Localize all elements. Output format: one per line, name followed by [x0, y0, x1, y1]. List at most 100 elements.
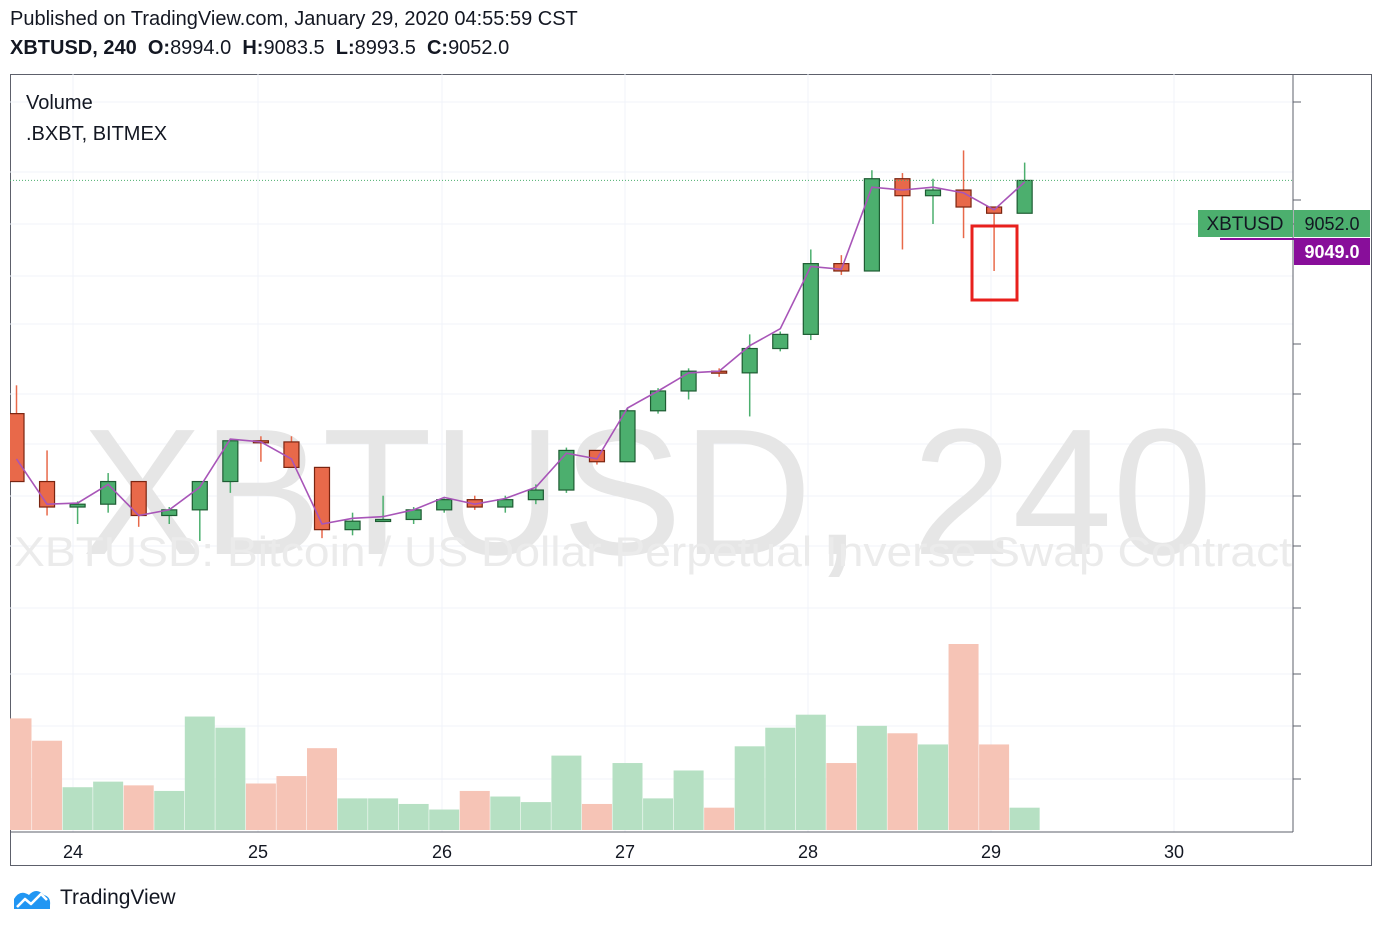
last-price-tag-text: 9052.0 — [1304, 214, 1359, 234]
volume-bar-1 — [32, 740, 63, 830]
brand-name: TradingView — [60, 886, 176, 909]
candle-10 — [313, 466, 331, 539]
candle-21 — [649, 388, 667, 414]
source-label: .BXBT, BITMEX — [26, 123, 168, 145]
ohlc-legend: XBTUSD, 240 O:8994.0 H:9083.5 L:8993.5 C… — [10, 37, 509, 60]
candle-7 — [222, 439, 239, 493]
candle-26 — [802, 249, 819, 341]
candle-body-10 — [313, 466, 331, 531]
x-tick-label-30: 30 — [1164, 842, 1184, 862]
chart-canvas[interactable]: XBTUSD, 240 XBTUSD: Bitcoin / US Dollar … — [10, 74, 1372, 866]
candle-body-9 — [283, 441, 300, 468]
candle-body-19 — [588, 449, 606, 463]
volume-bar-15 — [459, 790, 490, 830]
candle-32 — [985, 206, 1003, 271]
symbol-interval: XBTUSD, 240 — [10, 37, 137, 59]
x-tick-label-25: 25 — [248, 842, 268, 862]
volume-bar-29 — [887, 733, 918, 830]
candle-18 — [558, 447, 575, 493]
ohlc-low: L:8993.5 — [335, 37, 416, 59]
candle-body-2 — [69, 503, 86, 508]
ohlc-close: C:9052.0 — [426, 37, 510, 59]
volume-bar-7 — [215, 727, 246, 830]
tradingview-logo-icon — [14, 891, 51, 909]
volume-bar-32 — [979, 744, 1010, 830]
volume-bar-23 — [704, 807, 735, 830]
volume-bar-30 — [918, 744, 948, 830]
volume-bar-22 — [673, 770, 704, 830]
candle-body-30 — [924, 189, 942, 197]
volume-bar-0 — [10, 718, 32, 830]
volume-bar-4 — [123, 785, 154, 830]
candle-body-28 — [863, 178, 881, 272]
highlight-box — [970, 224, 1019, 302]
candle-body-16 — [497, 499, 514, 508]
x-tick-label-27: 27 — [615, 842, 635, 862]
volume-bar-6 — [184, 716, 215, 830]
candle-24 — [741, 334, 758, 417]
volume-bar-2 — [62, 787, 93, 830]
candle-body-25 — [772, 333, 789, 350]
last-price-tag: 9052.0 — [1294, 210, 1370, 237]
volume-bar-25 — [765, 727, 796, 830]
candle-body-7 — [222, 440, 239, 483]
price-axis-ticks — [1293, 101, 1301, 780]
candle-25 — [772, 331, 789, 352]
candle-body-0 — [10, 413, 25, 483]
last-price-tag-bg — [1294, 210, 1370, 237]
watermark: XBTUSD, 240 XBTUSD: Bitcoin / US Dollar … — [14, 392, 1292, 593]
symbol-tag: XBTUSD — [1198, 210, 1293, 237]
watermark-main: XBTUSD, 240 — [82, 392, 1212, 593]
candle-4 — [130, 480, 147, 527]
candle-1 — [38, 450, 56, 516]
candles — [10, 150, 1033, 541]
candle-27 — [833, 255, 850, 275]
ohlc-open: O:8994.0 — [147, 37, 232, 59]
volume-bars — [10, 644, 1040, 830]
candle-31 — [955, 150, 972, 239]
candle-23 — [711, 368, 728, 377]
x-tick-label-29: 29 — [981, 842, 1001, 862]
candle-29 — [894, 173, 911, 250]
volume-bar-10 — [307, 748, 337, 830]
volume-bar-11 — [337, 798, 368, 830]
candle-body-14 — [436, 499, 453, 511]
x-tick-label-28: 28 — [798, 842, 818, 862]
volume-label: Volume — [26, 92, 93, 114]
volume-bar-20 — [612, 763, 643, 830]
volume-bar-5 — [154, 790, 185, 830]
candle-body-17 — [527, 489, 544, 501]
candle-14 — [436, 498, 453, 513]
volume-bar-17 — [520, 802, 551, 830]
candle-body-33 — [1016, 179, 1033, 214]
ohlc-high: H:9083.5 — [242, 37, 325, 59]
time-axis[interactable]: 24 25 26 27 28 29 30 — [63, 842, 1184, 862]
candle-30 — [924, 178, 942, 224]
index-line — [15, 181, 1026, 525]
volume-bar-13 — [398, 803, 429, 830]
x-tick-label-24: 24 — [63, 842, 83, 862]
published-info: Published on TradingView.com, January 29… — [10, 8, 578, 30]
volume-bar-12 — [368, 798, 399, 830]
symbol-tag-bg — [1198, 210, 1293, 237]
candle-body-26 — [802, 263, 819, 335]
watermark-sub: XBTUSD: Bitcoin / US Dollar Perpetual In… — [14, 528, 1292, 575]
tradingview-brand[interactable]: TradingView — [10, 884, 176, 912]
volume-bar-21 — [643, 798, 674, 830]
candle-body-11 — [344, 520, 361, 531]
index-price-tag: 9049.0 — [1294, 238, 1370, 265]
volume-bar-31 — [948, 644, 979, 830]
volume-bar-28 — [856, 725, 887, 830]
x-tick-label-26: 26 — [432, 842, 452, 862]
volume-bar-18 — [551, 755, 582, 830]
index-price-tag-text: 9049.0 — [1304, 242, 1359, 262]
volume-bar-16 — [490, 796, 521, 830]
candle-body-12 — [375, 518, 392, 523]
volume-bar-33 — [1009, 807, 1040, 830]
volume-bar-27 — [826, 763, 857, 830]
symbol-tag-text: XBTUSD — [1206, 214, 1283, 235]
candle-body-18 — [558, 449, 575, 491]
candle-28 — [863, 170, 881, 272]
candle-20 — [619, 407, 636, 463]
volume-bar-9 — [276, 776, 307, 830]
